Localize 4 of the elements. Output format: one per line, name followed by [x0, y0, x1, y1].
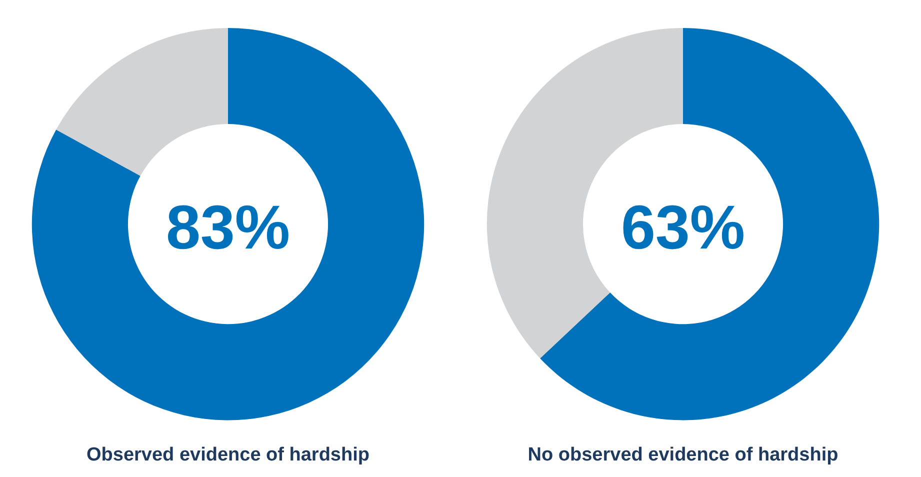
data-label: 63%: [620, 194, 746, 263]
text: No observed evidence of hardship: [528, 444, 838, 466]
text: Observed evidence of hardship: [86, 444, 370, 466]
data-label: 83%: [166, 194, 290, 263]
